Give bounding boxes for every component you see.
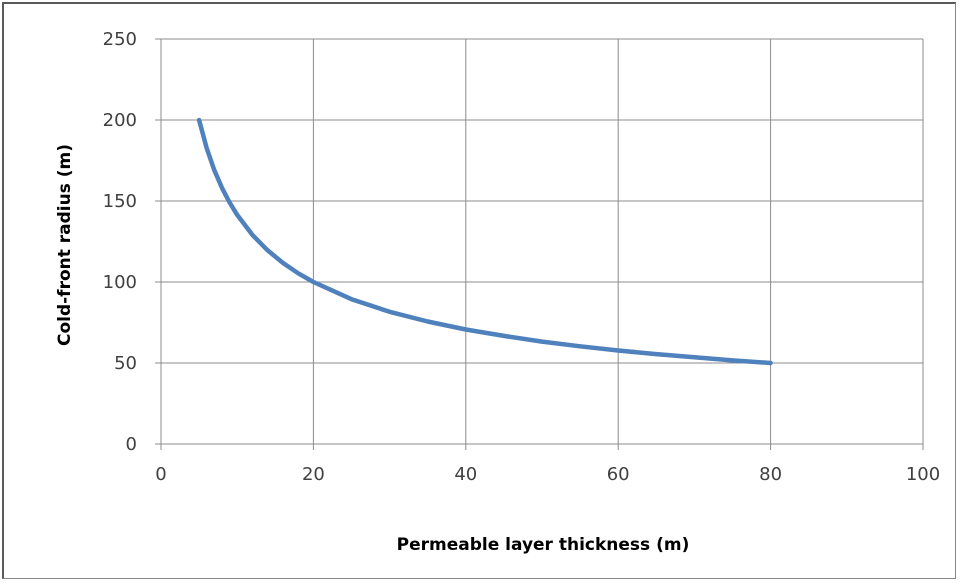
y-tick-label: 100 [103, 272, 137, 293]
tick-labels: 0 50 100 150 200 250 0 20 40 60 80 100 [103, 29, 941, 485]
x-tick-label: 80 [759, 464, 782, 485]
y-tick-label: 200 [103, 110, 137, 131]
x-tick-label: 0 [155, 464, 166, 485]
y-tick-label: 150 [103, 191, 137, 212]
x-tick-label: 100 [906, 464, 940, 485]
y-tick-label: 0 [126, 434, 137, 455]
y-tick-label: 250 [103, 29, 137, 50]
series-line [196, 117, 773, 366]
x-tick-label: 60 [607, 464, 630, 485]
axes [155, 38, 924, 450]
grid-lines [161, 38, 924, 444]
series-layer [196, 117, 773, 366]
y-tick-label: 50 [114, 353, 137, 374]
x-tick-label: 40 [454, 464, 477, 485]
x-axis-title: Permeable layer thickness (m) [397, 535, 690, 555]
y-axis-title: Cold-front radius (m) [55, 144, 75, 346]
x-tick-label: 20 [302, 464, 325, 485]
